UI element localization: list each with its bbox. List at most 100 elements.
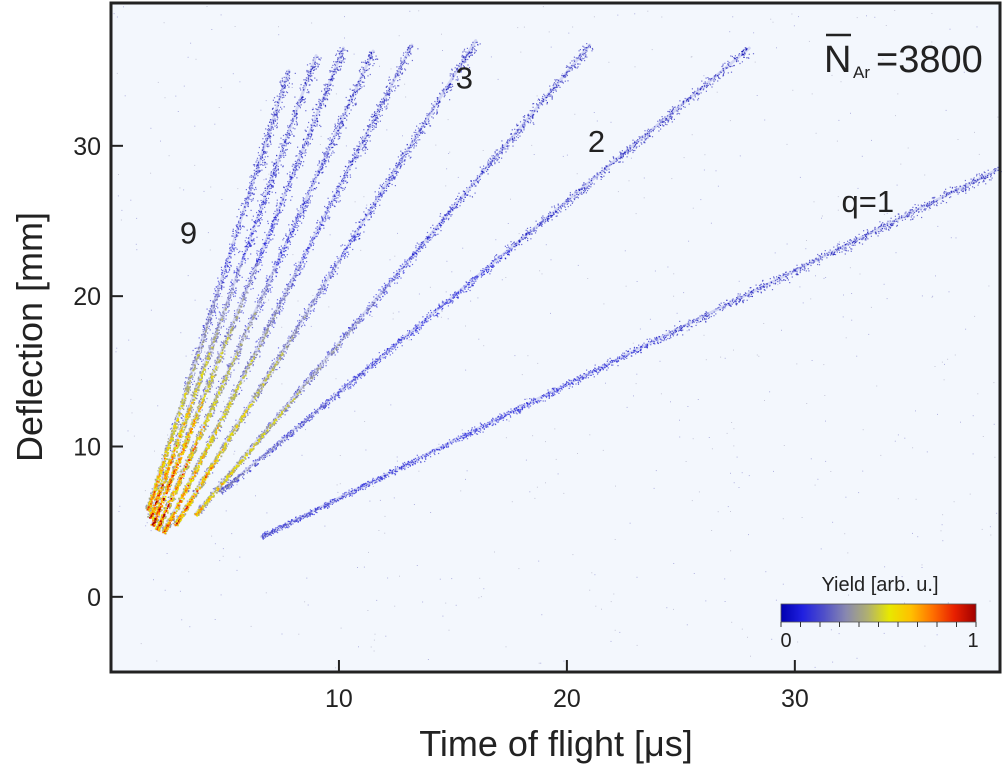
noise-dot <box>626 406 628 408</box>
trace-dot <box>523 119 525 121</box>
trace-dot <box>237 478 239 480</box>
trace-dot <box>439 224 441 226</box>
noise-dot <box>354 410 356 412</box>
noise-dot <box>508 420 510 422</box>
trace-dot <box>737 293 739 295</box>
trace-dot <box>482 427 484 429</box>
trace-dot <box>544 222 546 224</box>
trace-dot <box>338 388 340 391</box>
noise-dot <box>715 170 717 172</box>
trace-dot <box>516 123 518 125</box>
noise-dot <box>945 109 947 111</box>
trace-dot <box>500 414 502 416</box>
trace-dot <box>904 218 906 220</box>
trace-dot <box>550 216 552 218</box>
trace-dot <box>372 477 374 479</box>
trace-dot <box>511 129 513 131</box>
trace-dot <box>413 327 415 329</box>
trace-dot <box>494 423 496 425</box>
trace-dot <box>526 232 528 234</box>
trace-dot <box>609 357 611 359</box>
noise-dot <box>814 484 816 486</box>
noise-dot <box>673 563 675 564</box>
trace-dot <box>325 506 327 508</box>
trace-dot <box>673 118 675 120</box>
trace-dot <box>671 113 673 115</box>
trace-dot <box>482 424 484 426</box>
trace-dot <box>311 418 313 420</box>
trace-dot <box>350 383 352 385</box>
trace-dot <box>710 79 712 81</box>
trace-dot <box>384 284 386 286</box>
noise-dot <box>972 453 974 455</box>
trace-dot <box>473 429 475 431</box>
trace-dot <box>861 239 863 241</box>
noise-dot <box>851 319 853 321</box>
trace-dot <box>901 219 904 221</box>
trace-dot <box>488 269 490 271</box>
noise-dot <box>710 222 712 224</box>
trace-dot <box>537 98 540 100</box>
trace-dot <box>970 178 972 180</box>
trace-dot <box>474 278 476 280</box>
trace-dot <box>544 95 546 97</box>
trace-dot <box>824 254 826 256</box>
trace-dot <box>503 412 505 414</box>
trace-dot <box>539 222 542 224</box>
trace-dot <box>442 444 444 446</box>
trace-dot <box>735 302 737 304</box>
trace-dot <box>449 441 452 443</box>
trace-dot <box>371 361 374 364</box>
trace-dot <box>376 362 378 364</box>
trace-dot <box>454 291 456 294</box>
trace-dot <box>238 475 240 477</box>
trace-dot <box>319 408 321 410</box>
trace-dot <box>434 453 436 456</box>
trace-dot <box>556 215 558 217</box>
trace-dot <box>417 461 419 463</box>
trace-dot <box>329 499 331 501</box>
trace-dot <box>727 302 729 305</box>
noise-dot <box>136 217 138 219</box>
trace-dot <box>975 180 977 182</box>
trace-dot <box>872 229 874 232</box>
trace-dot <box>351 384 353 386</box>
trace-dot <box>328 407 330 409</box>
trace-dot <box>365 486 367 488</box>
trace-dot <box>648 134 650 136</box>
trace-dot <box>351 329 353 331</box>
trace-dot <box>597 373 599 375</box>
trace-dot <box>637 139 639 141</box>
noise-dot <box>451 271 453 273</box>
trace-dot <box>908 215 910 217</box>
trace-dot <box>643 141 645 144</box>
trace-dot <box>663 337 665 340</box>
trace-dot <box>584 189 586 191</box>
trace-dot <box>797 274 799 276</box>
trace-dot <box>301 518 303 520</box>
trace-dot <box>360 320 362 323</box>
trace-dot <box>569 383 571 385</box>
trace-dot <box>775 282 777 284</box>
trace-dot <box>840 247 842 249</box>
noise-dot <box>455 604 457 606</box>
trace-dot <box>515 412 517 414</box>
noise-dot <box>871 139 872 141</box>
trace-dot <box>385 476 387 478</box>
trace-dot <box>601 170 603 172</box>
trace-dot <box>437 448 439 451</box>
trace-dot <box>279 444 281 446</box>
trace-dot <box>689 319 691 322</box>
noise-dot <box>145 525 147 527</box>
trace-dot <box>385 351 387 353</box>
trace-dot <box>412 334 414 336</box>
trace-dot <box>512 243 514 245</box>
trace-dot <box>752 53 755 55</box>
trace-dot <box>556 390 558 392</box>
trace-dot <box>334 499 336 501</box>
trace-dot <box>361 370 363 373</box>
noise-dot <box>328 306 330 308</box>
trace-dot <box>710 84 712 86</box>
trace-dot <box>575 67 577 69</box>
trace-dot <box>556 85 558 87</box>
